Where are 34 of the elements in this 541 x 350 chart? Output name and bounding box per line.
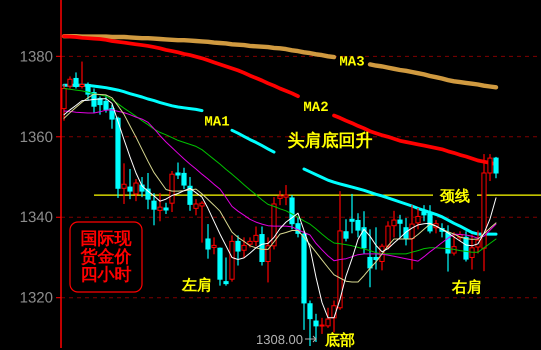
annotation: 国际现货金价四小时: [80, 229, 132, 285]
candlestick: [157, 192, 163, 222]
ref-line-label: 颈线: [439, 187, 470, 206]
candlestick: [151, 192, 157, 226]
candlestick: [313, 313, 319, 343]
candlestick: [493, 156, 499, 179]
annotation: 右肩: [451, 278, 482, 296]
candlestick: [235, 234, 241, 266]
candlestick: [79, 60, 85, 90]
annotation: 左肩: [181, 276, 212, 294]
y-tick-label: 1320: [20, 290, 53, 307]
candlestick: [163, 202, 169, 215]
candlestick: [133, 178, 139, 202]
candlestick: [223, 256, 229, 286]
y-tick-label: 1360: [20, 128, 53, 146]
ref-label: 颈线: [433, 186, 477, 206]
annotation: 头肩底回升: [288, 131, 372, 151]
series-label: MA1: [204, 114, 230, 130]
candlestick: [127, 168, 133, 200]
y-tick-label: 1380: [20, 48, 53, 66]
y-tick-label: 1340: [20, 209, 53, 226]
candlestick: [343, 218, 349, 242]
annotation: 1308.00: [256, 332, 303, 347]
candlestick: [211, 236, 217, 255]
candlestick: [121, 162, 127, 205]
candlestick: [67, 76, 73, 90]
candlestick: [241, 236, 247, 258]
annotation: 底部: [324, 331, 355, 349]
series-label: MA2: [303, 100, 329, 116]
candlestick: [415, 207, 421, 230]
caption-box: 国际现货金价四小时: [69, 221, 143, 293]
candlestick: [205, 223, 211, 260]
series-label: MA3: [339, 54, 365, 71]
candlestick: [397, 214, 403, 238]
